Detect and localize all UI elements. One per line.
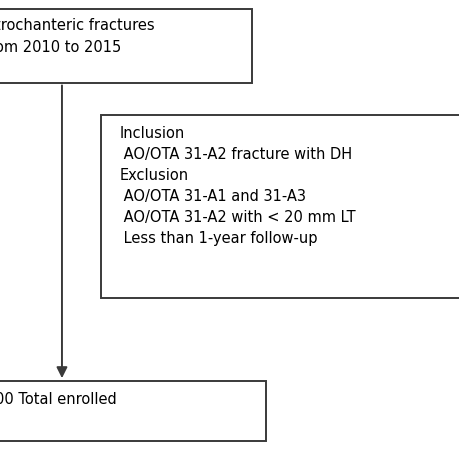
- Text: trochanteric fractures
om 2010 to 2015: trochanteric fractures om 2010 to 2015: [0, 18, 155, 55]
- Text: 00 Total enrolled: 00 Total enrolled: [0, 392, 117, 408]
- FancyBboxPatch shape: [101, 115, 459, 298]
- Text: Inclusion
 AO/OTA 31-A2 fracture with DH
Exclusion
 AO/OTA 31-A1 and 31-A3
 AO/O: Inclusion AO/OTA 31-A2 fracture with DH …: [119, 126, 356, 246]
- FancyBboxPatch shape: [0, 9, 252, 83]
- FancyBboxPatch shape: [0, 381, 266, 441]
